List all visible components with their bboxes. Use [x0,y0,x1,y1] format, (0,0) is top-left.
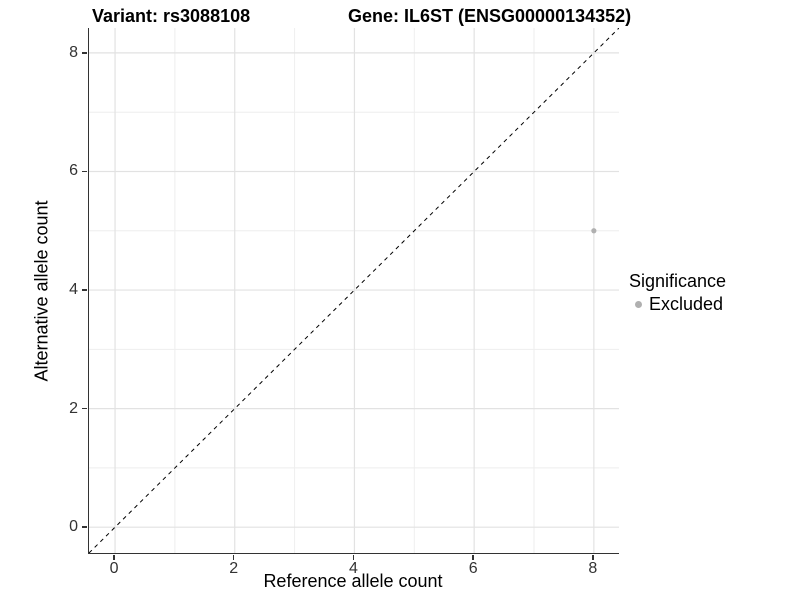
excluded-point-icon [635,300,642,308]
x-tick-mark [113,554,115,560]
x-tick-mark [232,554,235,560]
legend-item-label: Excluded [649,293,724,314]
x-tick-label: 0 [109,560,119,577]
y-tick-label: 0 [69,518,78,536]
x-tick-mark [352,554,355,560]
x-axis-title: Reference allele count [263,571,443,591]
y-tick-mark [81,170,87,173]
gene-title: Gene: IL6ST (ENSG00000134352) [348,6,632,26]
legend: Significance Excluded [629,271,726,314]
x-tick-mark [472,554,474,560]
x-tick-label: 8 [588,560,598,577]
legend-item-excluded: Excluded [629,294,726,314]
plot-panel [88,28,619,554]
x-tick-label: 2 [229,560,239,577]
variant-title: Variant: rs3088108 [92,6,251,26]
x-tick-label: 6 [468,560,478,577]
y-tick-label: 8 [69,43,78,61]
y-tick-mark [81,407,87,410]
x-tick-label: 4 [348,560,358,577]
data-point [591,228,597,234]
y-tick-label: 6 [69,162,78,180]
y-tick-mark [81,289,87,291]
y-tick-mark [81,526,87,528]
y-axis-title: Alternative allele count [31,200,52,382]
plot-area-svg [89,28,619,553]
y-tick-label: 2 [69,399,78,417]
legend-title: Significance [629,271,727,291]
y-tick-mark [81,52,87,54]
y-tick-label: 4 [69,281,78,299]
x-tick-mark [592,554,594,560]
